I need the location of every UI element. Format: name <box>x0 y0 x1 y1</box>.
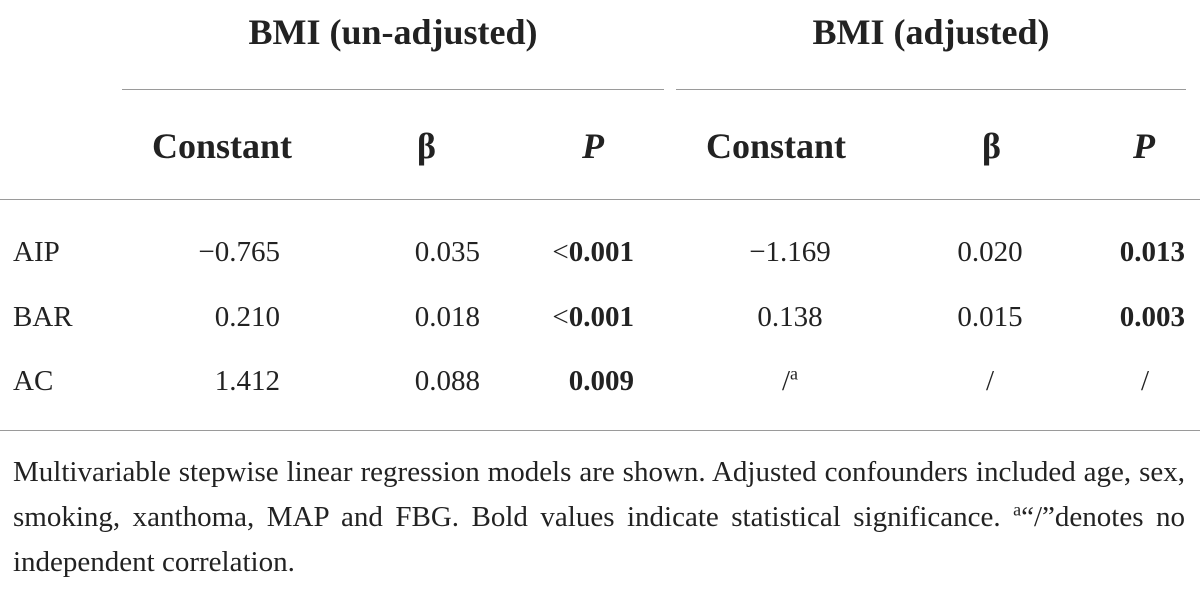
cell-bar-unadjusted-beta: 0.018 <box>414 301 480 333</box>
cell-aip-adjusted-p: 0.013 <box>1119 236 1185 268</box>
header-bmi-unadjusted: BMI (un-adjusted) <box>248 12 538 52</box>
cell-aip-unadjusted-constant: −0.765 <box>198 236 280 268</box>
cell-aip-unadjusted-beta: 0.035 <box>414 236 480 268</box>
cell-ac-unadjusted-beta: 0.088 <box>414 365 480 397</box>
footnote-sup-a: a <box>1013 499 1022 520</box>
subheader-p-unadjusted: P <box>582 126 604 166</box>
cell-bar-unadjusted-constant: 0.210 <box>214 301 280 333</box>
subheader-rule <box>0 199 1200 200</box>
header-bmi-adjusted: BMI (adjusted) <box>812 12 1050 52</box>
subheader-beta-adjusted: β <box>982 126 1001 166</box>
p-value: 0.001 <box>568 301 634 333</box>
subheader-p-adjusted: P <box>1133 126 1155 166</box>
subheader-constant-unadjusted: Constant <box>152 126 293 166</box>
cell-aip-adjusted-constant: −1.169 <box>749 236 831 268</box>
table-footnote: Multivariable stepwise linear regression… <box>13 450 1185 585</box>
cell-bar-adjusted-p: 0.003 <box>1119 301 1185 333</box>
cell-ac-adjusted-p: / <box>1140 365 1150 397</box>
table-bottom-rule <box>0 430 1200 431</box>
row-label-ac: AC <box>13 365 54 397</box>
footnote-text-end: “/”denotes no independent correlation. <box>13 501 1185 578</box>
group-rule-adjusted <box>676 89 1186 90</box>
footnote-text: Multivariable stepwise linear regression… <box>13 456 1185 533</box>
subheader-constant-adjusted: Constant <box>706 126 847 166</box>
cell-ac-adjusted-constant: /a <box>700 361 880 401</box>
cell-ac-adjusted-beta: / <box>985 365 995 397</box>
p-value: 0.001 <box>568 236 634 268</box>
p-prefix: < <box>552 236 569 268</box>
group-rule-unadjusted <box>122 89 664 90</box>
row-label-bar: BAR <box>13 301 73 333</box>
footnote-marker-a: a <box>790 363 799 384</box>
p-prefix: < <box>552 301 569 333</box>
cell-ac-unadjusted-constant: 1.412 <box>214 365 280 397</box>
row-label-aip: AIP <box>13 236 60 268</box>
cell-aip-unadjusted-p: <0.001 <box>500 232 634 272</box>
cell-bar-unadjusted-p: <0.001 <box>500 297 634 337</box>
cell-aip-adjusted-beta: 0.020 <box>957 236 1023 268</box>
cell-bar-adjusted-constant: 0.138 <box>757 301 823 333</box>
cell-ac-unadjusted-p: 0.009 <box>568 365 634 397</box>
subheader-beta-unadjusted: β <box>417 126 436 166</box>
cell-bar-adjusted-beta: 0.015 <box>957 301 1023 333</box>
constant-slash: / <box>781 365 791 397</box>
